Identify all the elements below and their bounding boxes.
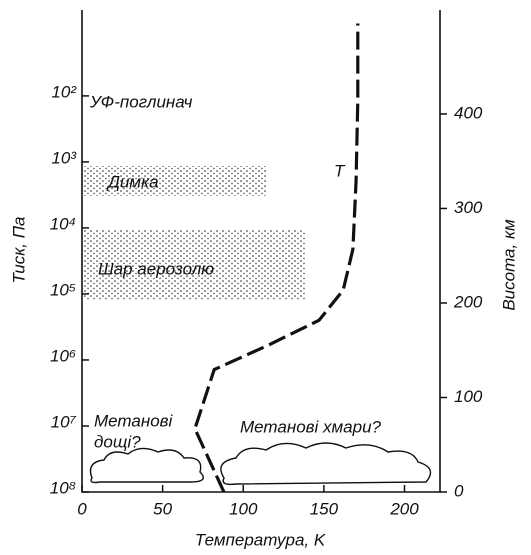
haze-layer xyxy=(84,166,266,196)
x-tick-label: 100 xyxy=(229,499,258,518)
y2-tick-label: 300 xyxy=(454,198,483,217)
rain-cloud xyxy=(89,447,204,484)
x-axis-label: Температура, K xyxy=(195,530,326,549)
y-tick-label: 10³ xyxy=(51,148,77,167)
clouds-label: Метанові хмари? xyxy=(240,417,382,436)
y2-tick-label: 200 xyxy=(453,292,483,311)
uv-label: УФ-поглинач xyxy=(89,92,193,111)
y-axis-label: Тиск, Па xyxy=(9,216,28,283)
x-tick-label: 200 xyxy=(389,499,419,518)
aerosol-layer xyxy=(84,230,306,300)
haze-label: Димка xyxy=(106,172,159,191)
axes-frame xyxy=(81,10,441,493)
x-tick-label: 150 xyxy=(310,499,339,518)
x-tick-label: 50 xyxy=(153,499,172,518)
y-tick-label: 10⁴ xyxy=(50,214,76,233)
rain-label: Метанові xyxy=(94,411,174,430)
aerosol-label: Шар аерозолю xyxy=(98,259,214,278)
y-tick-label: 10² xyxy=(51,82,77,101)
y2-tick-label: 400 xyxy=(454,103,483,122)
y-tick-label: 10⁸ xyxy=(50,478,76,497)
series-label: T xyxy=(334,161,346,180)
y-tick-label: 10⁷ xyxy=(51,412,77,431)
y-tick-label: 10⁵ xyxy=(50,280,76,299)
methane-cloud xyxy=(220,442,432,486)
rain-label: дощі? xyxy=(94,432,141,451)
y-tick-label: 10⁶ xyxy=(50,346,76,365)
y2-tick-label: 100 xyxy=(454,387,483,406)
y2-tick-label: 0 xyxy=(454,481,464,500)
x-tick-label: 0 xyxy=(77,499,87,518)
temperature-line xyxy=(193,23,360,493)
y2-axis-label: Висота, км xyxy=(499,219,518,311)
